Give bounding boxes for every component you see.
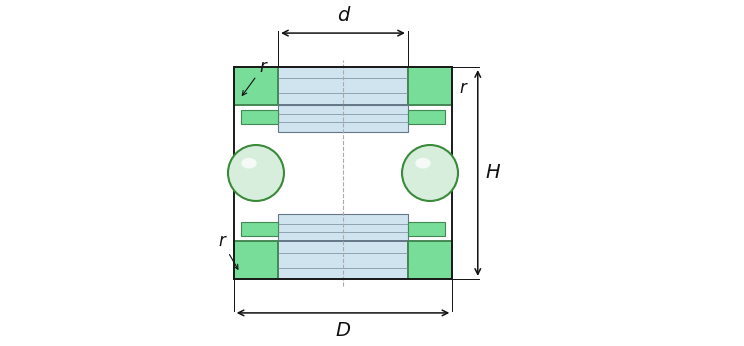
Text: r: r <box>460 79 466 97</box>
Bar <box>408 110 446 124</box>
Bar <box>234 67 278 105</box>
Text: r: r <box>243 58 266 95</box>
Bar <box>408 67 452 105</box>
Bar <box>278 214 408 241</box>
Text: D: D <box>336 321 350 340</box>
Bar <box>278 105 408 132</box>
Bar <box>234 241 278 279</box>
Text: d: d <box>337 6 349 25</box>
Ellipse shape <box>415 158 431 169</box>
Ellipse shape <box>241 158 257 169</box>
Text: r: r <box>219 233 238 269</box>
Bar <box>408 222 446 236</box>
Bar <box>408 241 452 279</box>
Text: H: H <box>485 164 500 182</box>
Bar <box>240 222 278 236</box>
Bar <box>278 241 408 279</box>
Bar <box>240 110 278 124</box>
Bar <box>278 67 408 105</box>
Ellipse shape <box>402 145 458 201</box>
Ellipse shape <box>228 145 284 201</box>
